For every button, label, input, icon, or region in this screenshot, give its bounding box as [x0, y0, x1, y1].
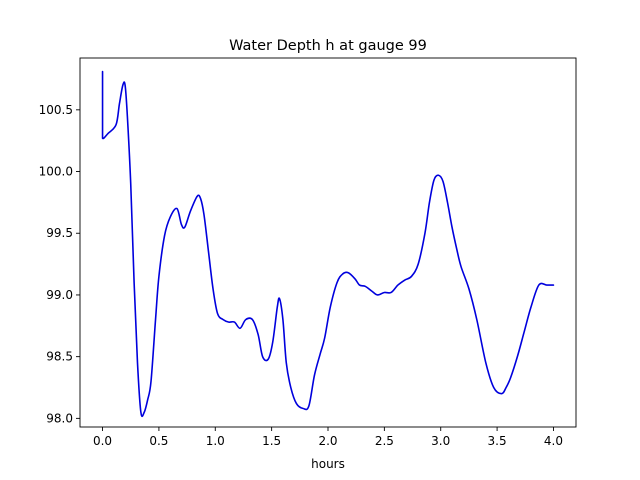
y-axis: 98.0 98.5 99.0 99.5 100.0 100.5 — [39, 103, 80, 425]
plot-area-frame — [79, 57, 577, 428]
x-axis: 0.0 0.5 1.0 1.5 2.0 2.5 3.0 3.5 4.0 — [93, 427, 563, 448]
x-tick-label: 0.5 — [149, 434, 168, 448]
y-tick-label: 99.5 — [46, 226, 73, 240]
x-tick-label: 3.5 — [488, 434, 507, 448]
chart-title: Water Depth h at gauge 99 — [229, 38, 427, 54]
y-tick-label: 98.5 — [46, 350, 73, 364]
x-axis-label: hours — [311, 457, 345, 471]
x-tick-label: 1.0 — [206, 434, 225, 448]
y-tick-label: 98.0 — [46, 411, 73, 425]
x-tick-label: 4.0 — [544, 434, 563, 448]
x-tick-label: 2.5 — [375, 434, 394, 448]
y-tick-label: 100.0 — [39, 165, 73, 179]
series-layer — [101, 70, 555, 418]
x-tick-label: 1.5 — [262, 434, 281, 448]
x-tick-label: 0.0 — [93, 434, 112, 448]
y-tick-label: 100.5 — [39, 103, 73, 117]
series-line — [101, 70, 555, 418]
y-tick-label: 99.0 — [46, 288, 73, 302]
x-tick-label: 2.0 — [318, 434, 337, 448]
x-tick-label: 3.0 — [431, 434, 450, 448]
